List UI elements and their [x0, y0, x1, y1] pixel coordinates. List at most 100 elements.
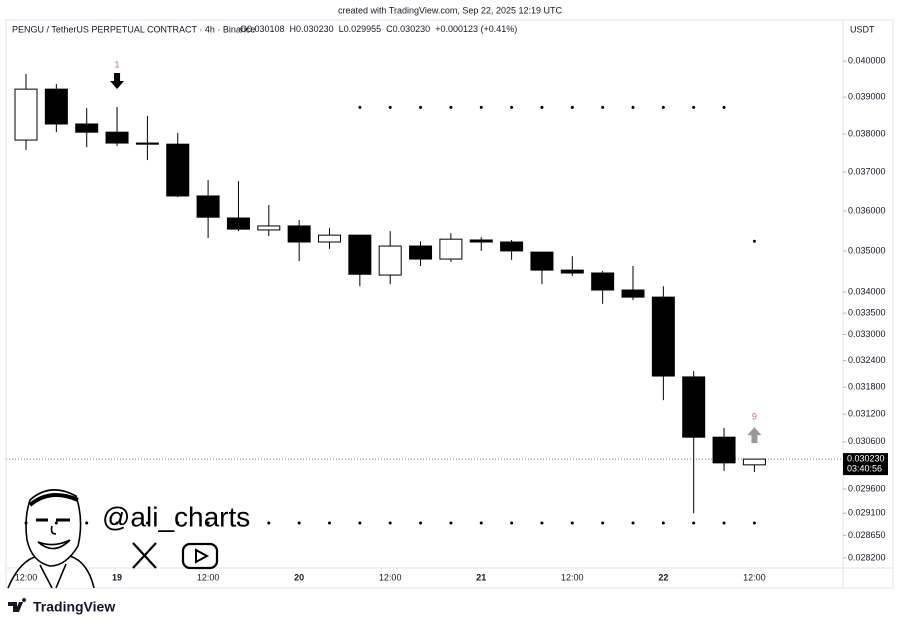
youtube-icon — [181, 542, 219, 570]
indicator-dot — [236, 521, 240, 525]
y-tick-label: 0.030600 — [848, 436, 886, 446]
x-tick-label: 19 — [112, 572, 122, 582]
y-tick-label: 0.028200 — [848, 552, 886, 562]
currency: USDT — [850, 24, 875, 34]
indicator-dot — [601, 521, 605, 525]
y-tick-label: 0.029600 — [848, 483, 886, 493]
y-tick-label: 0.035000 — [848, 245, 886, 255]
y-tick-label: 0.029100 — [848, 508, 886, 518]
indicator-dot — [692, 105, 696, 109]
indicator-dot — [358, 105, 362, 109]
brand: TradingView — [33, 599, 115, 615]
x-tick-label: 12:00 — [379, 572, 402, 582]
x-tick-label: 12:00 — [743, 572, 766, 582]
indicator-dot — [267, 521, 271, 525]
candle-body — [257, 225, 281, 231]
signal-arrow — [747, 427, 762, 444]
candle-body — [621, 289, 645, 298]
indicator-dot — [540, 105, 544, 109]
indicator-dot — [206, 521, 210, 525]
candle-body — [105, 131, 129, 144]
x-tick-label: 22 — [658, 572, 668, 582]
indicator-dot — [449, 521, 453, 525]
candle-body — [500, 241, 524, 252]
indicator-dot — [24, 521, 28, 525]
indicator-dot — [388, 521, 392, 525]
candle-body — [712, 436, 736, 464]
indicator-dot — [449, 105, 453, 109]
candle-body — [469, 239, 493, 243]
candle-body — [196, 195, 220, 218]
y-tick-label: 0.039000 — [848, 92, 886, 102]
indicator-dot — [692, 521, 696, 525]
indicator-dot — [631, 521, 635, 525]
signal-label: 1 — [115, 59, 120, 69]
indicator-dot — [661, 105, 665, 109]
candle-body — [44, 88, 68, 125]
indicator-dot — [479, 521, 483, 525]
candle-body — [348, 234, 372, 275]
candle-body — [318, 234, 341, 243]
candle-body — [651, 296, 675, 377]
ohlc-value: O0.030108 — [240, 24, 285, 34]
candle-body — [287, 225, 311, 243]
indicator-dot — [328, 521, 331, 525]
candle-body — [409, 245, 433, 260]
ohlc-value: L0.029955 — [339, 24, 382, 34]
x-icon — [132, 542, 157, 569]
ohlc: O0.030108 H0.030230 L0.029955 C0.030230 +0.0… — [240, 24, 517, 34]
candle-body — [530, 251, 554, 271]
symbol: PENGU / TetherUS PERPETUAL CONTRACT · 4h… — [12, 24, 255, 34]
indicator-dot — [510, 521, 514, 525]
y-tick-label: 0.031800 — [848, 382, 886, 392]
candle-body — [439, 238, 463, 260]
indicator-dot — [358, 521, 362, 525]
indicator-dot — [570, 105, 574, 109]
indicator-dot — [388, 105, 392, 109]
candle-body — [226, 217, 250, 230]
indicator-dot — [54, 521, 58, 525]
x-tick-label: 12:00 — [197, 572, 220, 582]
candle-body — [75, 123, 99, 133]
y-tick-label: 0.028650 — [848, 530, 886, 540]
ohlc-value: C0.030230 — [386, 24, 430, 34]
ohlc-value: +0.000123 (+0.41%) — [435, 24, 517, 34]
ohlc-value: H0.030230 — [290, 24, 334, 34]
y-tick-label: 0.040000 — [848, 56, 886, 66]
signal-arrow — [110, 73, 125, 90]
candle-body — [591, 272, 615, 291]
countdown: 03:40:56 — [847, 463, 882, 473]
watermark-handle: @ali_charts — [102, 501, 250, 532]
indicator-dot — [510, 105, 514, 109]
price-tag: 0.030230 — [847, 453, 885, 463]
y-tick-label: 0.032400 — [848, 355, 886, 365]
indicator-dot — [145, 521, 149, 525]
indicator-dot — [297, 521, 301, 525]
indicator-dot — [752, 521, 756, 525]
indicator-dot — [85, 521, 89, 525]
price-tag-box — [843, 453, 888, 476]
x-tick-label: 12:00 — [15, 572, 38, 582]
y-tick-label: 0.034000 — [848, 286, 886, 296]
y-tick-label: 0.033000 — [848, 329, 886, 339]
x-tick-label: 21 — [476, 572, 486, 582]
candle-body — [135, 142, 159, 145]
indicator-dot — [115, 521, 119, 525]
y-tick-label: 0.038000 — [848, 128, 886, 138]
indicator-dot — [601, 105, 605, 109]
indicator-dot — [752, 239, 756, 243]
indicator-dot — [419, 521, 423, 525]
avatar — [7, 489, 95, 589]
indicator-dot — [661, 521, 665, 525]
indicator-dot — [540, 521, 544, 525]
indicator-dot — [570, 521, 574, 525]
y-tick-label: 0.033500 — [848, 308, 886, 318]
signal-label: 9 — [752, 411, 757, 421]
candle-body — [14, 88, 38, 141]
indicator-dot — [479, 105, 483, 109]
indicator-dot — [176, 521, 180, 525]
y-tick-label: 0.031200 — [848, 409, 886, 419]
candle-body — [742, 458, 766, 466]
indicator-dot — [419, 105, 423, 109]
